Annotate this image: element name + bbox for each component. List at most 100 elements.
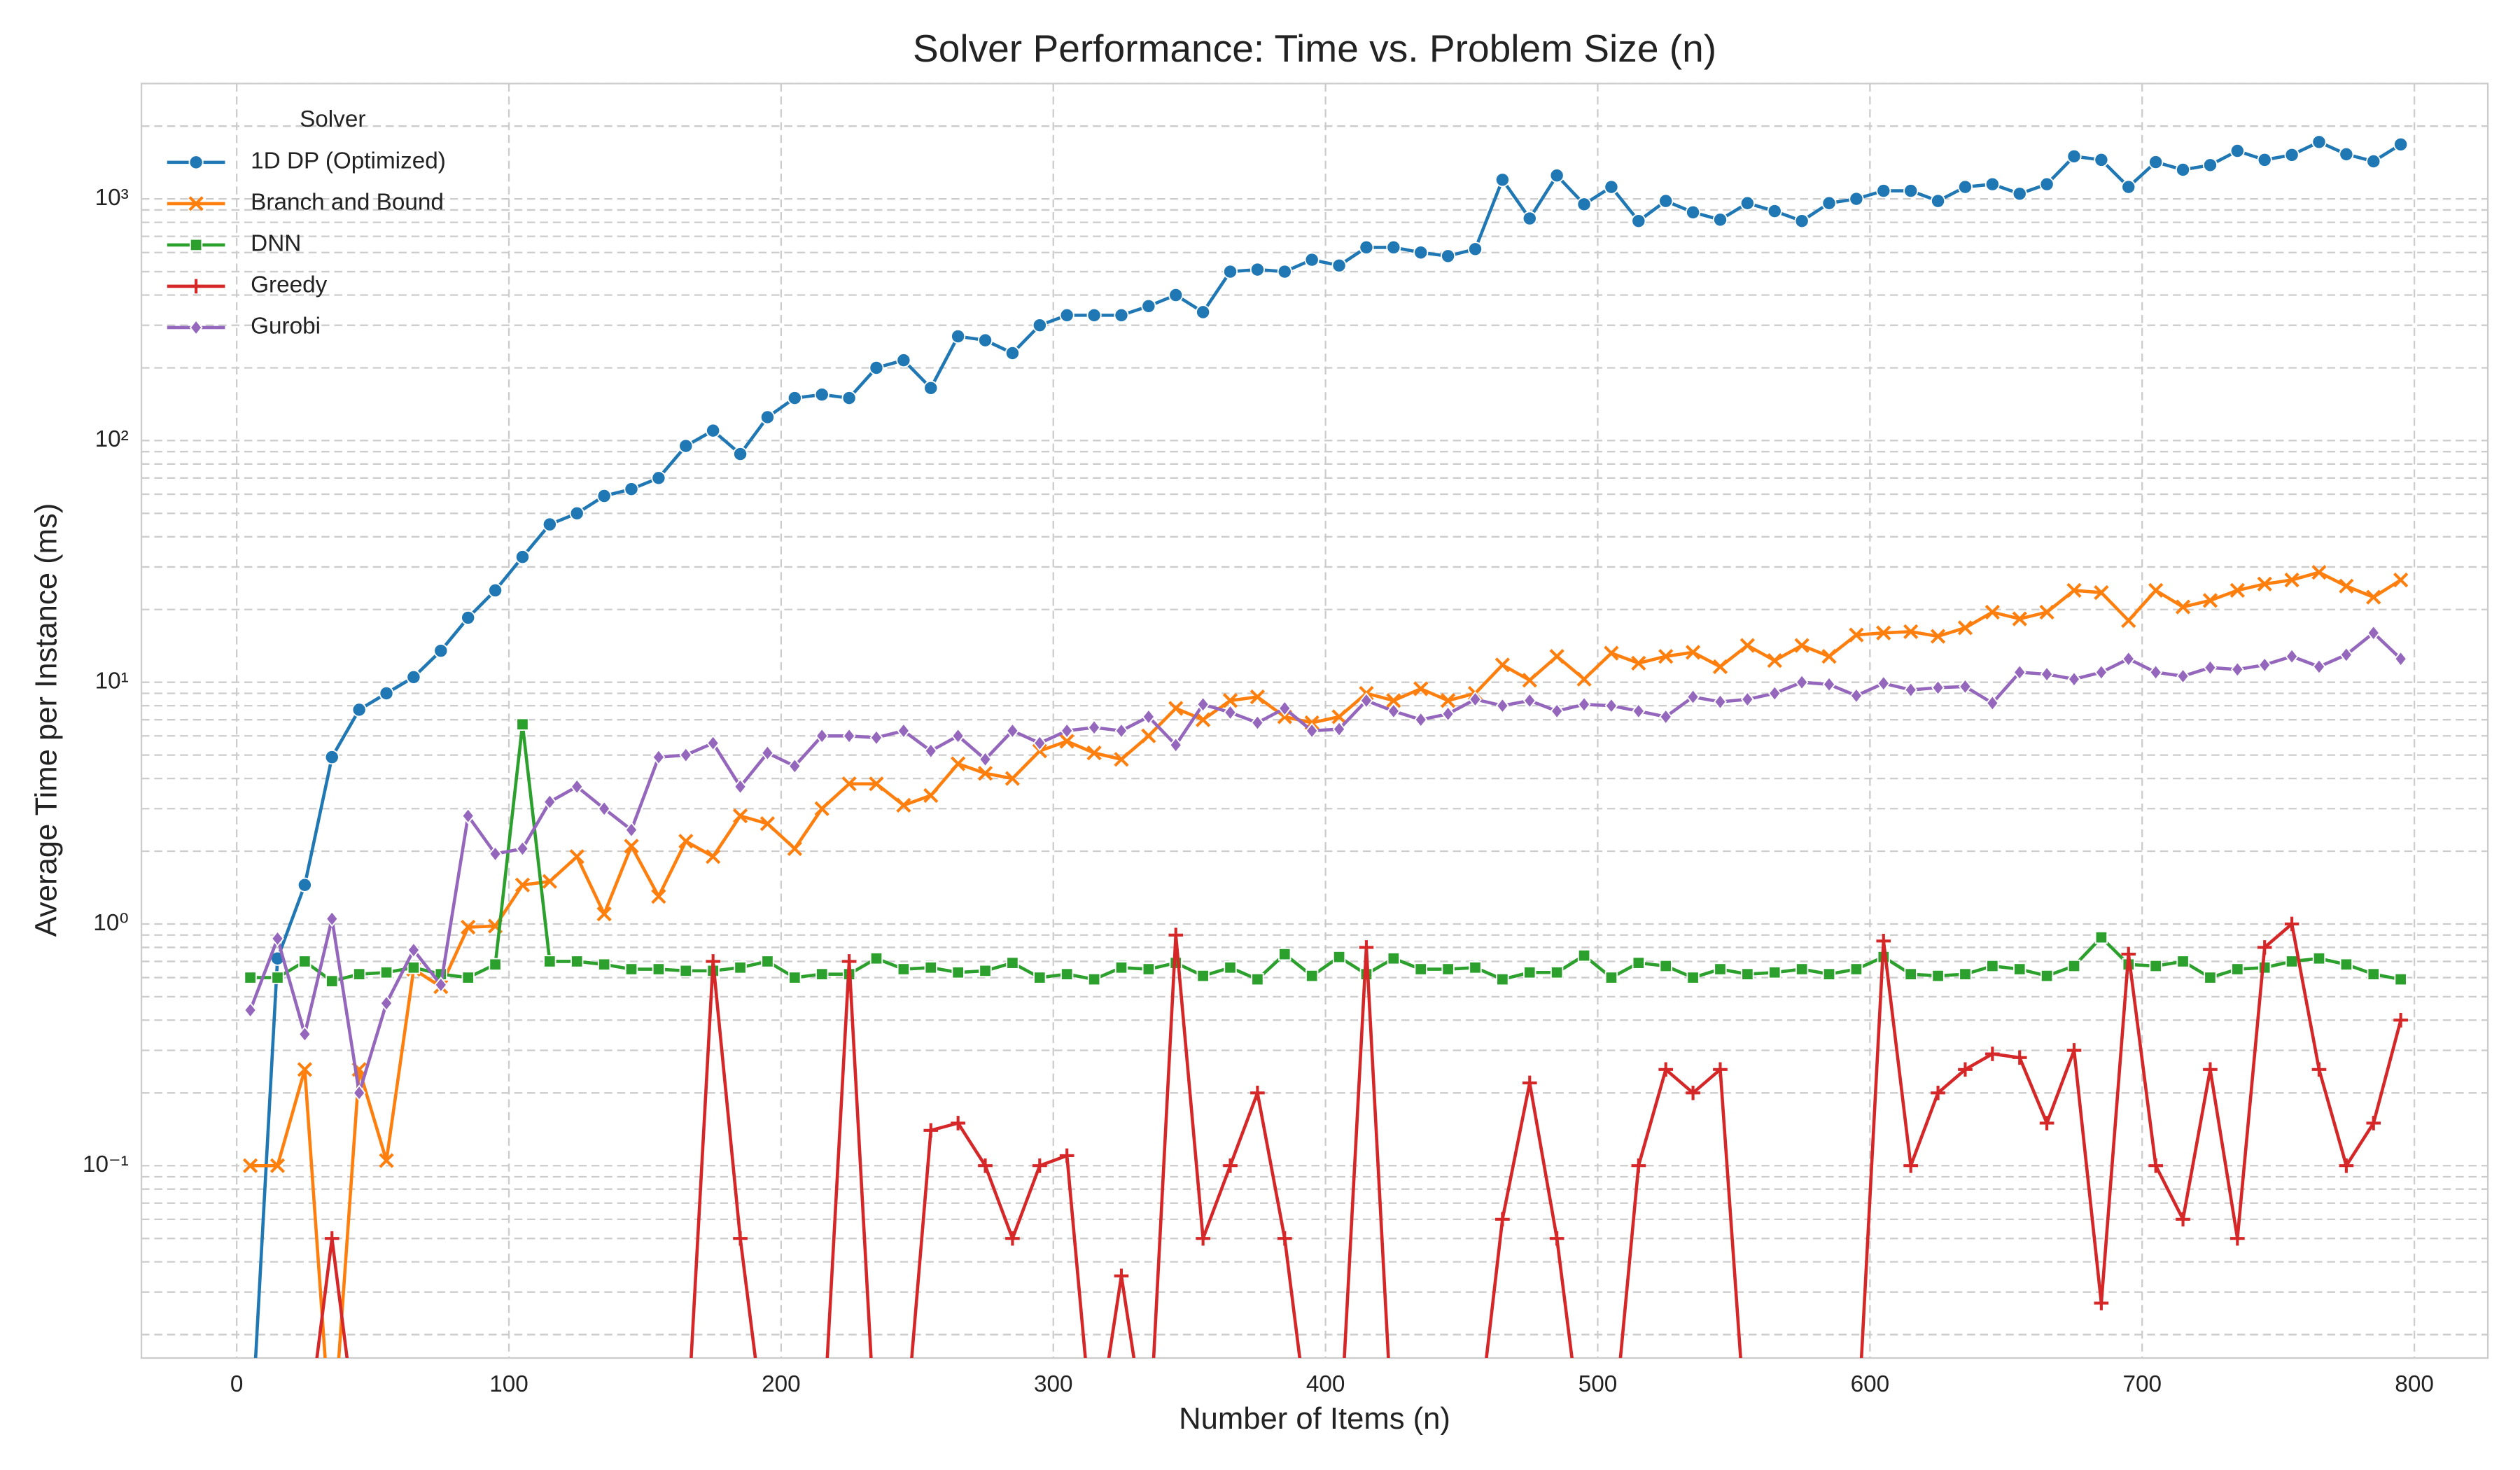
marker: [2149, 664, 2163, 681]
marker: [270, 1158, 286, 1173]
marker: [1903, 183, 1919, 199]
marker: [1033, 971, 1046, 984]
marker: [1822, 676, 1836, 693]
marker: [816, 967, 829, 981]
marker: [2148, 1158, 2163, 1173]
marker: [2367, 624, 2381, 642]
marker: [815, 727, 829, 745]
marker: [923, 1123, 939, 1138]
marker: [596, 488, 612, 504]
marker: [1714, 962, 1727, 976]
marker: [188, 279, 204, 294]
marker: [761, 955, 774, 968]
marker: [2067, 959, 2081, 973]
marker: [1631, 655, 1646, 671]
marker: [2258, 657, 2272, 673]
marker: [651, 888, 666, 904]
marker: [2257, 940, 2272, 955]
legend-title: Solver: [300, 106, 365, 132]
marker: [1332, 720, 1346, 738]
series-line: [250, 570, 2402, 1359]
marker: [678, 834, 694, 849]
marker: [732, 447, 748, 462]
marker: [1903, 1158, 1919, 1173]
marker: [2393, 136, 2409, 152]
marker: [1278, 947, 1292, 961]
marker: [461, 971, 475, 984]
marker: [433, 643, 449, 659]
marker: [951, 966, 965, 979]
marker: [1632, 956, 1645, 969]
chart-title: Solver Performance: Time vs. Problem Siz…: [913, 27, 1716, 70]
marker: [652, 748, 666, 766]
marker: [1659, 959, 1672, 973]
marker: [1849, 191, 1864, 206]
marker: [1876, 625, 1891, 640]
marker: [679, 964, 692, 978]
marker: [1168, 287, 1184, 303]
y-tick-label: 10⁻¹: [83, 1152, 129, 1177]
marker: [542, 517, 557, 532]
marker: [869, 776, 884, 792]
marker: [1712, 659, 1728, 675]
marker: [407, 941, 421, 959]
marker: [1004, 771, 1021, 786]
marker: [624, 839, 639, 854]
marker: [1059, 1148, 1074, 1163]
marker: [1740, 195, 1755, 211]
marker: [244, 1002, 258, 1018]
marker: [2012, 186, 2027, 202]
marker: [2285, 955, 2299, 968]
marker: [379, 966, 393, 979]
marker: [897, 722, 911, 739]
marker: [1277, 264, 1292, 279]
marker: [1549, 1231, 1564, 1246]
marker: [2311, 1062, 2327, 1077]
marker: [2339, 958, 2353, 971]
marker: [1195, 712, 1211, 727]
marker: [1768, 966, 1782, 979]
marker: [596, 906, 612, 922]
marker: [1931, 679, 1945, 696]
legend-label: Greedy: [251, 272, 327, 298]
marker: [951, 756, 966, 771]
marker: [1549, 168, 1564, 183]
marker: [514, 877, 531, 892]
marker: [1414, 962, 1427, 976]
marker: [2066, 148, 2082, 164]
marker: [2312, 658, 2326, 676]
marker: [434, 976, 448, 993]
marker: [896, 797, 911, 813]
marker: [1984, 176, 2000, 192]
marker: [1331, 709, 1347, 724]
marker: [841, 776, 857, 792]
marker: [407, 961, 421, 974]
marker: [1876, 934, 1891, 948]
marker: [2176, 668, 2190, 685]
marker: [733, 1231, 748, 1246]
marker: [1168, 927, 1184, 943]
marker: [652, 962, 666, 976]
marker: [2013, 962, 2026, 976]
marker: [1387, 703, 1401, 720]
marker: [2039, 1116, 2054, 1130]
marker: [624, 962, 638, 976]
y-axis-label: Average Time per Instance (ms): [29, 503, 63, 937]
marker: [1712, 212, 1728, 227]
marker: [1222, 693, 1238, 708]
marker: [1714, 693, 1727, 710]
y-tick-label: 10³: [95, 185, 129, 211]
marker: [379, 685, 394, 701]
marker: [1223, 1158, 1238, 1173]
marker: [1604, 179, 1619, 195]
marker: [1305, 969, 1319, 983]
marker: [1821, 195, 1837, 211]
marker: [569, 505, 584, 521]
marker: [244, 971, 257, 984]
marker: [1060, 722, 1074, 739]
y-tick-label: 10⁰: [93, 910, 128, 936]
marker: [1114, 961, 1128, 974]
marker: [1387, 952, 1401, 965]
marker: [1168, 701, 1184, 716]
